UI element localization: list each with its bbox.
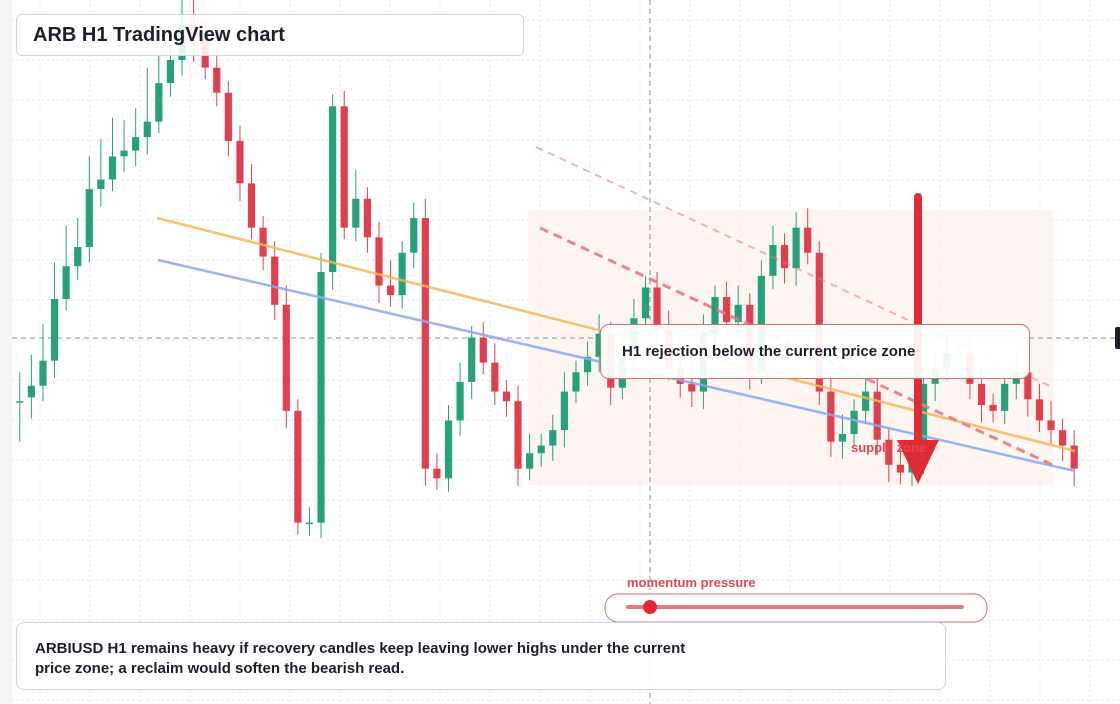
candle-body	[491, 362, 499, 392]
candle-body	[16, 401, 24, 403]
resistance-line-lower	[539, 226, 1056, 468]
candle-body	[85, 189, 93, 247]
candle-body	[340, 106, 348, 228]
candle-body	[259, 227, 267, 257]
candle-body	[97, 179, 105, 190]
candle-body	[583, 356, 592, 373]
candle-body	[537, 445, 545, 454]
candle-body	[421, 218, 429, 469]
candle-body	[479, 337, 487, 363]
candle-body	[873, 391, 881, 440]
price-axis-marker	[1115, 327, 1120, 349]
candle-body	[919, 383, 928, 460]
candle-body	[595, 333, 603, 357]
candle-body	[271, 256, 279, 305]
candle-body	[375, 237, 383, 286]
candle-body	[456, 381, 464, 421]
candle-body	[1070, 445, 1078, 469]
candle-body	[549, 430, 557, 446]
candle-body	[653, 287, 661, 330]
candle-body	[132, 137, 140, 151]
candle-body	[329, 106, 337, 273]
candle-body	[804, 227, 812, 253]
price-axis-strip	[0, 0, 12, 704]
candle-body	[39, 360, 47, 386]
candle-body	[317, 272, 325, 523]
momentum-pressure-label: momentum pressure	[627, 575, 756, 590]
candle-body	[711, 297, 719, 334]
candle-body	[560, 391, 568, 431]
candle-body	[444, 420, 453, 479]
supply-zone-label: supply zone	[851, 440, 927, 455]
candle-body	[363, 198, 371, 238]
candle-body	[433, 468, 441, 479]
candle-body	[838, 433, 847, 442]
candle-body	[780, 245, 789, 269]
candle-body	[155, 83, 163, 122]
rejection-callout: H1 rejection below the current price zon…	[600, 324, 1030, 379]
candle-body	[352, 198, 360, 228]
candle-body	[688, 383, 696, 392]
candle-body	[386, 285, 395, 296]
candle-body	[769, 245, 777, 276]
candle-body	[27, 385, 35, 398]
candle-body	[50, 299, 59, 361]
candle-body	[989, 405, 997, 411]
momentum-gauge-knob	[643, 600, 657, 614]
candle-body	[792, 227, 800, 269]
candle-body	[502, 391, 511, 402]
chart-title: ARB H1 TradingView chart	[16, 14, 524, 56]
candle-body	[398, 252, 406, 296]
candle-body	[850, 410, 858, 434]
candle-body	[1001, 383, 1009, 411]
candle-body	[977, 383, 986, 406]
candle-body	[815, 252, 823, 392]
candle-body	[305, 522, 314, 525]
candle-body	[1047, 420, 1055, 431]
candle-body	[282, 304, 290, 411]
candle-body	[166, 59, 175, 84]
candle-body	[236, 140, 244, 184]
candle-body	[827, 391, 835, 442]
candle-body	[410, 218, 418, 253]
candle-body	[572, 372, 580, 392]
candle-body	[1035, 399, 1044, 421]
candle-body	[108, 156, 117, 180]
candle-body	[896, 464, 904, 473]
down-arrow-head	[897, 440, 939, 484]
candle-body	[514, 401, 522, 469]
candle-body	[734, 304, 742, 323]
candle-body	[526, 453, 534, 469]
candle-body	[862, 391, 870, 411]
candle-body	[62, 266, 70, 300]
candle-body	[294, 410, 302, 523]
candle-body	[641, 287, 650, 319]
candle-body	[885, 439, 893, 465]
analysis-note: ARBIUSD H1 remains heavy if recovery can…	[16, 622, 946, 690]
candle-body	[224, 92, 232, 141]
candle-body	[143, 121, 151, 138]
candle-body	[74, 246, 82, 267]
candle-body	[468, 337, 476, 382]
candle-body	[1024, 372, 1032, 400]
candle-body	[723, 297, 731, 323]
candle-body	[247, 183, 256, 228]
candle-body	[213, 67, 221, 93]
candle-body	[120, 150, 128, 157]
candle-body	[1059, 430, 1067, 446]
